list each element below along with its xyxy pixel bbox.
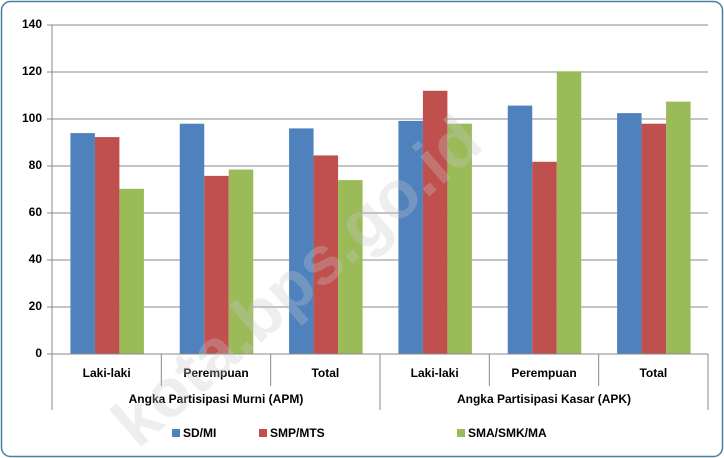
bar	[422, 90, 448, 355]
x-tick-label: Perempuan	[183, 366, 248, 380]
group-label: Angka Partisipasi Kasar (APK)	[457, 392, 631, 406]
y-tick-label: 20	[29, 299, 43, 313]
y-tick-label: 80	[29, 158, 43, 172]
legend-label: SD/MI	[183, 426, 216, 440]
bar	[338, 180, 363, 354]
group-label: Angka Partisipasi Murni (APM)	[129, 392, 304, 406]
y-tick-label: 0	[35, 346, 42, 360]
bar	[556, 71, 582, 355]
legend-label: SMA/SMK/MA	[468, 426, 547, 440]
x-tick-label: Laki-laki	[411, 366, 459, 380]
legend-swatch	[457, 429, 465, 437]
bar	[641, 123, 667, 354]
bar	[289, 128, 314, 354]
bar	[228, 169, 254, 354]
bar	[507, 105, 533, 354]
y-tick-label: 60	[29, 205, 43, 219]
legend-swatch	[172, 429, 180, 437]
bar	[179, 123, 205, 354]
x-tick-label: Laki-laki	[83, 366, 131, 380]
x-tick-label: Total	[639, 366, 667, 380]
legend-swatch	[259, 429, 267, 437]
bar	[398, 120, 423, 354]
x-tick-label: Total	[311, 366, 339, 380]
y-tick-label: 40	[29, 252, 43, 266]
bar	[119, 188, 144, 354]
bar	[313, 155, 339, 354]
legend-label: SMP/MTS	[270, 426, 325, 440]
bar	[447, 123, 472, 354]
y-tick-label: 140	[22, 17, 42, 31]
y-tick-label: 120	[22, 64, 42, 78]
bar	[617, 113, 642, 354]
bar	[204, 175, 229, 354]
y-tick-label: 100	[22, 111, 42, 125]
bar	[70, 133, 95, 354]
bar	[532, 161, 557, 354]
bar	[94, 137, 120, 354]
bar	[666, 101, 691, 354]
x-tick-label: Perempuan	[511, 366, 576, 380]
